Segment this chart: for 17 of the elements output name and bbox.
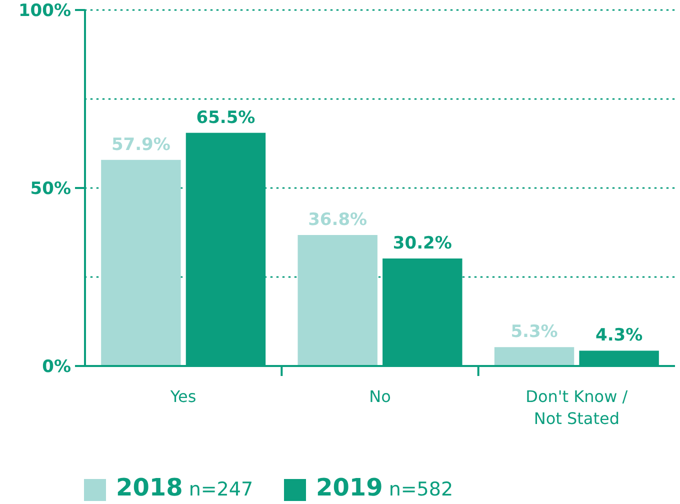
data-label: 65.5% [196,108,256,128]
x-tick-label: Yes [169,387,196,406]
data-label: 57.9% [111,134,170,155]
legend-label: 2019 n=582 [316,474,454,502]
data-label: 30.2% [392,233,452,254]
bar [298,234,378,366]
y-tick-label: 50% [30,178,71,199]
data-label: 36.8% [308,210,368,230]
x-tick-label: No [369,387,391,406]
y-tick-label: 100% [18,0,71,21]
bar [101,160,181,366]
x-tick-label: Don't Know / Not Stated [526,387,628,428]
y-tick-label: 0% [42,356,71,377]
legend-label: 2018 n=247 [116,474,254,502]
bar [494,347,574,366]
data-label: 4.3% [595,326,643,346]
data-label: 5.3% [510,322,558,342]
